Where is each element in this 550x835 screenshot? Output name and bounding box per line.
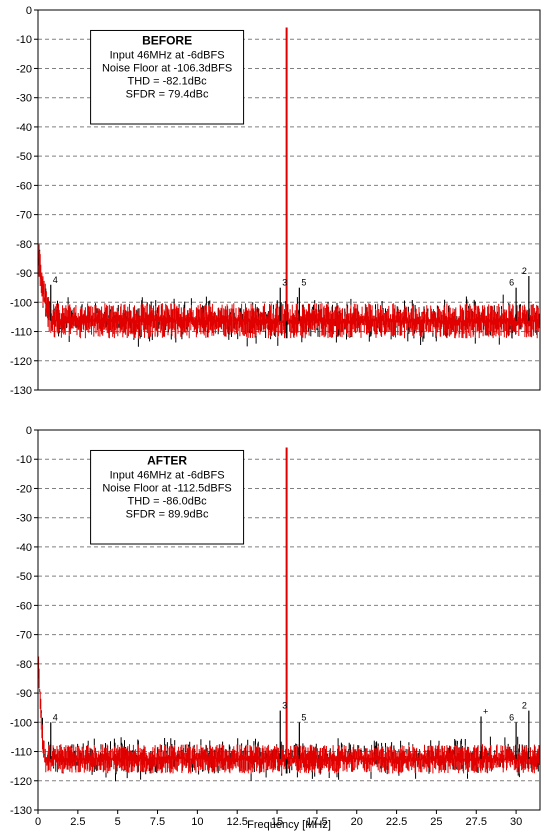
y-tick-label: -40 xyxy=(16,122,32,134)
legend-title: AFTER xyxy=(147,453,187,467)
x-tick-label: 20 xyxy=(351,816,363,828)
spur-label: 6 xyxy=(509,278,514,288)
x-tick-label: 22.5 xyxy=(386,816,407,828)
x-tick-label: 10 xyxy=(191,816,203,828)
y-tick-label: -70 xyxy=(16,210,32,222)
legend-line: Noise Floor at -112.5dBFS xyxy=(102,482,231,494)
y-tick-label: -20 xyxy=(16,63,32,75)
x-tick-label: 0 xyxy=(35,816,41,828)
y-tick-label: -130 xyxy=(10,385,32,397)
x-tick-label: 7.5 xyxy=(150,816,165,828)
y-tick-label: -20 xyxy=(16,483,32,495)
x-tick-label: 27.5 xyxy=(466,816,487,828)
spur-label: 2 xyxy=(522,266,527,276)
y-tick-label: -120 xyxy=(10,776,32,788)
y-tick-label: -70 xyxy=(16,630,32,642)
spur-label: 5 xyxy=(301,278,306,288)
legend-line: THD = -86.0dBc xyxy=(127,495,207,507)
y-tick-label: -100 xyxy=(10,297,32,309)
y-tick-label: -10 xyxy=(16,454,32,466)
y-tick-label: -10 xyxy=(16,34,32,46)
legend-line: SFDR = 89.9dBc xyxy=(126,508,209,520)
y-tick-label: -30 xyxy=(16,513,32,525)
y-tick-label: -50 xyxy=(16,571,32,583)
x-tick-label: 5 xyxy=(115,816,121,828)
x-tick-label: 2.5 xyxy=(70,816,85,828)
y-tick-label: -60 xyxy=(16,600,32,612)
legend-line: Noise Floor at -106.3dBFS xyxy=(102,62,232,74)
legend-line: SFDR = 79.4dBc xyxy=(126,88,209,100)
y-tick-label: -90 xyxy=(16,688,32,700)
chart-after: 0 -10 -20 -30 -40 -50 -60 -70 -80 -90 -100 -110 -120… xyxy=(10,425,540,817)
legend-line: THD = -82.1dBc xyxy=(127,75,207,87)
y-tick-label: -60 xyxy=(16,180,32,192)
y-tick-label: -100 xyxy=(10,717,32,729)
y-tick-label: -80 xyxy=(16,239,32,251)
x-axis-label: Frequency [MHz] xyxy=(247,819,331,831)
spur-label: 4 xyxy=(53,275,58,285)
y-tick-label: -80 xyxy=(16,659,32,671)
spur-label: 3 xyxy=(282,278,287,288)
y-tick-label: 0 xyxy=(26,425,32,437)
legend-line: Input 46MHz at -6dBFS xyxy=(110,469,225,481)
spur-label: 3 xyxy=(282,701,287,711)
y-tick-label: -50 xyxy=(16,151,32,163)
y-tick-label: -90 xyxy=(16,268,32,280)
y-tick-label: -130 xyxy=(10,805,32,817)
x-tick-label: 25 xyxy=(430,816,442,828)
spur-label: 4 xyxy=(53,712,58,722)
x-tick-label: 30 xyxy=(510,816,522,828)
spur-label: 6 xyxy=(509,712,514,722)
y-tick-label: -40 xyxy=(16,542,32,554)
chart-before: 0 -10 -20 -30 -40 -50 -60 -70 -80 -90 -100 -110 -120… xyxy=(10,5,540,397)
legend-line: Input 46MHz at -6dBFS xyxy=(110,49,225,61)
y-tick-label: -110 xyxy=(11,327,32,339)
y-tick-label: -110 xyxy=(11,747,32,759)
y-tick-label: -120 xyxy=(10,356,32,368)
y-tick-label: 0 xyxy=(26,5,32,17)
spur-label: 5 xyxy=(301,712,306,722)
spur-label: + xyxy=(483,706,488,716)
x-tick-label: 12.5 xyxy=(226,816,247,828)
spectrum-charts: 0-10-20-30-40-50-60-70-80-90-100-110-120… xyxy=(0,0,550,835)
legend-title: BEFORE xyxy=(142,33,192,47)
y-tick-label: -30 xyxy=(16,93,32,105)
spur-label: 2 xyxy=(522,701,527,711)
